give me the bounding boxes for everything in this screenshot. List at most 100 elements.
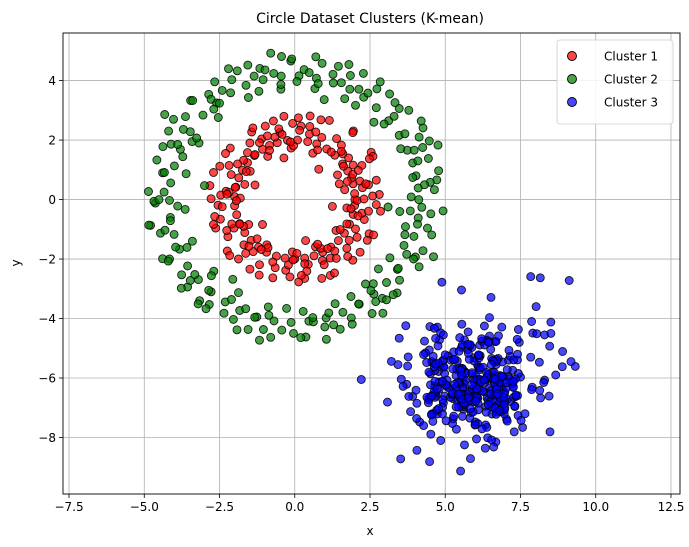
data-point <box>226 170 236 180</box>
data-point <box>173 140 183 149</box>
x-tick-label: −5.0 <box>130 500 159 514</box>
data-point <box>354 84 364 94</box>
data-point <box>255 260 264 270</box>
data-point <box>228 274 238 284</box>
data-point <box>324 115 334 125</box>
data-point <box>385 253 395 263</box>
data-point <box>416 116 426 126</box>
data-point <box>164 126 174 136</box>
data-point <box>414 262 424 272</box>
data-point <box>463 348 473 358</box>
data-point <box>348 160 358 170</box>
data-point <box>250 150 260 160</box>
data-point <box>187 236 197 246</box>
data-point <box>438 330 448 340</box>
data-point <box>390 98 400 108</box>
data-point <box>394 333 404 343</box>
data-point <box>277 129 287 139</box>
data-point <box>206 194 216 204</box>
data-point <box>286 317 296 327</box>
data-point <box>516 416 526 425</box>
data-point <box>159 187 169 197</box>
data-point <box>258 75 268 85</box>
data-point <box>263 302 273 312</box>
data-point <box>319 95 329 105</box>
data-point <box>185 276 195 285</box>
data-point <box>494 331 503 341</box>
data-point <box>336 146 346 156</box>
data-point <box>335 225 345 235</box>
data-point <box>466 454 475 464</box>
data-point <box>277 52 286 61</box>
data-point <box>232 325 242 335</box>
data-point <box>483 400 493 409</box>
data-point <box>295 125 305 135</box>
data-point <box>289 328 298 338</box>
data-point <box>342 176 352 186</box>
data-point <box>334 179 344 189</box>
data-point <box>450 379 460 389</box>
data-point <box>433 140 443 150</box>
data-point <box>287 54 297 64</box>
data-point <box>425 457 435 467</box>
data-point <box>383 397 392 407</box>
data-point <box>331 253 341 263</box>
data-point <box>301 236 311 246</box>
data-point <box>245 138 255 148</box>
data-point <box>481 407 491 417</box>
data-point <box>188 96 198 105</box>
data-point <box>409 254 419 264</box>
data-point <box>526 352 536 362</box>
data-point <box>411 385 421 395</box>
data-point <box>401 321 411 331</box>
data-point <box>388 290 398 300</box>
data-point <box>234 288 243 298</box>
data-point <box>429 252 438 262</box>
x-tick-label: 7.5 <box>511 500 530 514</box>
data-point <box>316 115 326 125</box>
data-point <box>163 256 173 266</box>
data-point <box>513 325 523 334</box>
data-point <box>428 351 438 361</box>
data-point <box>255 335 264 345</box>
data-point <box>248 123 258 133</box>
data-point <box>441 416 451 426</box>
data-point <box>457 411 467 421</box>
data-point <box>215 98 224 108</box>
data-point <box>420 336 429 346</box>
data-point <box>382 295 391 305</box>
data-point <box>330 299 340 309</box>
data-point <box>463 393 473 403</box>
data-point <box>226 88 236 98</box>
data-point <box>539 378 549 387</box>
data-point <box>332 134 342 144</box>
data-point <box>497 322 507 332</box>
data-point <box>460 440 469 450</box>
data-point <box>480 443 490 453</box>
data-point <box>479 375 489 385</box>
data-point <box>418 143 428 152</box>
data-point <box>338 307 348 317</box>
data-point <box>371 103 381 113</box>
data-point <box>382 278 391 287</box>
legend-label: Cluster 3 <box>604 96 658 110</box>
data-point <box>511 390 521 400</box>
data-point <box>422 358 432 367</box>
data-point <box>232 210 242 220</box>
data-point <box>423 398 433 408</box>
data-point <box>479 321 489 331</box>
data-point <box>389 111 399 121</box>
x-tick-label: 5.0 <box>436 500 455 514</box>
data-point <box>241 167 251 177</box>
data-point <box>420 180 429 190</box>
data-point <box>558 347 568 356</box>
data-point <box>394 104 404 113</box>
data-point <box>465 404 475 414</box>
data-point <box>451 424 461 434</box>
data-point <box>412 398 422 408</box>
y-tick-label: −4 <box>38 312 56 326</box>
data-point <box>200 181 209 191</box>
data-point <box>379 119 389 129</box>
